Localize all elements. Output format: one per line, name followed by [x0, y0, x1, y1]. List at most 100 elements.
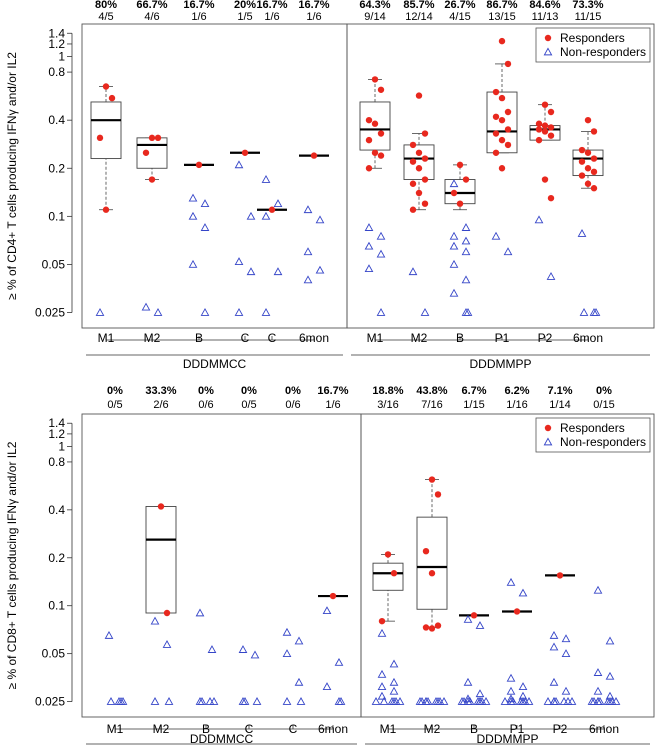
non-responder-point [322, 606, 332, 615]
responder-point [422, 547, 430, 555]
non-responder-point [395, 697, 405, 705]
responder-point [409, 206, 417, 213]
responder-point [535, 136, 543, 144]
non-responder-point [252, 697, 262, 705]
responder-fraction: 4/6 [144, 11, 159, 23]
non-responder-point [95, 307, 105, 316]
responder-point [329, 592, 337, 600]
responder-percent: 33.3% [145, 385, 176, 397]
non-responder-point [282, 627, 292, 636]
y-tick-label: 0.8 [48, 455, 65, 469]
responder-point [541, 101, 549, 108]
box-iqr [403, 144, 435, 180]
non-responder-point [524, 697, 534, 705]
responder-point [371, 76, 379, 83]
non-responder-point [379, 697, 389, 705]
responder-point [535, 120, 543, 127]
responder-point [428, 570, 436, 577]
non-responder-point [461, 223, 471, 231]
non-responder-point [611, 697, 621, 705]
responder-point [415, 189, 423, 197]
non-responder-point [250, 650, 260, 659]
responder-point [498, 116, 506, 124]
responder-point [371, 120, 379, 127]
category-b: B 26.7%4/15 [444, 0, 475, 345]
responder-point [535, 126, 543, 133]
non-responder-point [162, 640, 172, 648]
responder-point [108, 94, 116, 102]
y-tick-label: 0.05 [42, 257, 66, 271]
non-responder-point [141, 302, 151, 311]
responder-point [428, 625, 436, 632]
responder-fraction: 1/6 [325, 399, 340, 411]
non-responder-point [200, 199, 210, 208]
responder-point [377, 152, 385, 159]
non-responder-point [561, 686, 571, 695]
responder-point [421, 176, 429, 183]
non-responder-point [461, 247, 471, 256]
non-responder-point [593, 686, 603, 695]
non-responder-point [336, 697, 346, 705]
non-responder-point [164, 697, 174, 705]
x-tick-label: M2 [411, 331, 428, 345]
category-b: B 16.7%1/6 [183, 0, 214, 345]
legend-non-responder-marker [543, 47, 553, 56]
responder-point [504, 60, 512, 68]
responder-percent: 84.6% [529, 0, 560, 11]
non-responder-point [439, 697, 449, 705]
x-tick-label: B [195, 331, 203, 345]
non-responder-point [549, 630, 559, 639]
non-responder-point [593, 668, 603, 676]
responder-point [428, 476, 436, 483]
non-responder-point [364, 264, 374, 273]
panel-dddmmcc: DDDMMCC M1 0% 0/5 M2 33.3% 2/6 B 0% 0/6 C 0% 0/5 C 0% 0… [81, 385, 362, 746]
non-responder-point [188, 211, 198, 220]
category-p1: P1 6.2% 1/16 [500, 385, 534, 736]
responder-fraction: 13/15 [488, 11, 516, 23]
responder-percent: 43.8% [416, 385, 447, 397]
x-tick-label: B [456, 331, 464, 345]
category-p1: P1 86.7%13/15 [486, 0, 517, 345]
responder-point [498, 94, 506, 102]
responder-point [409, 158, 417, 165]
non-responder-point [294, 636, 304, 645]
non-responder-point [207, 645, 217, 653]
responder-point [541, 122, 549, 129]
responder-point [415, 165, 423, 172]
non-responder-point [322, 682, 332, 691]
responder-point [157, 503, 165, 510]
non-responder-point [420, 307, 430, 316]
non-responder-point [282, 697, 292, 705]
responder-point [421, 200, 429, 207]
responder-percent: 16.7% [256, 0, 287, 11]
non-responder-point [200, 223, 210, 231]
y-tick-label: 0.8 [48, 65, 65, 79]
responder-percent: 16.7% [317, 385, 348, 397]
responder-fraction: 4/5 [98, 11, 113, 23]
responder-point [590, 168, 598, 176]
y-tick-label: 0.025 [35, 695, 65, 709]
responder-point [142, 149, 150, 156]
y-tick-label: 0.1 [48, 209, 65, 223]
responder-point [96, 134, 104, 142]
non-responder-point [282, 649, 292, 657]
non-responder-point [475, 689, 485, 698]
group-label: DDDMMCC [190, 732, 254, 746]
non-responder-point [500, 697, 510, 705]
responder-point [584, 149, 592, 156]
non-responder-point [315, 215, 325, 224]
non-responder-point [188, 193, 198, 202]
responder-point [434, 622, 442, 629]
responder-point [504, 108, 512, 116]
y-tick-label: 1 [58, 50, 65, 64]
non-responder-point [246, 211, 256, 220]
legend-box [535, 417, 651, 453]
y-tick-label: 1.4 [48, 26, 65, 40]
non-responder-point [559, 697, 569, 705]
responder-fraction: 1/6 [264, 11, 279, 23]
non-responder-point [449, 241, 459, 250]
responder-fraction: 3/16 [377, 399, 398, 411]
y-tick-label: 0.025 [35, 306, 65, 320]
responder-point [450, 189, 458, 197]
